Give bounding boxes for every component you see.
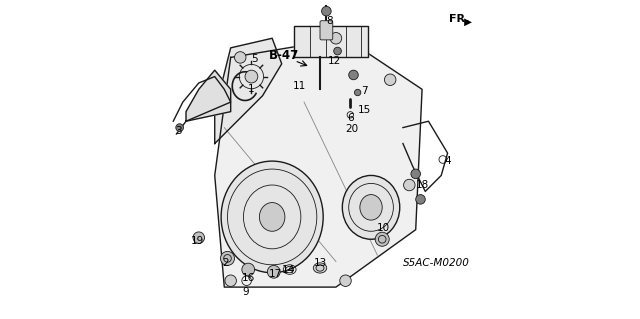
Text: 19: 19 bbox=[191, 236, 204, 246]
Text: 3: 3 bbox=[175, 126, 181, 136]
Text: 13: 13 bbox=[314, 258, 326, 268]
Text: 7: 7 bbox=[362, 86, 368, 96]
Circle shape bbox=[355, 89, 361, 96]
Circle shape bbox=[176, 124, 184, 131]
Circle shape bbox=[411, 169, 420, 179]
Text: 16: 16 bbox=[242, 272, 255, 283]
Circle shape bbox=[404, 179, 415, 191]
Ellipse shape bbox=[259, 203, 285, 231]
Ellipse shape bbox=[314, 263, 326, 273]
Circle shape bbox=[193, 232, 205, 243]
Circle shape bbox=[375, 232, 389, 246]
Circle shape bbox=[330, 33, 342, 44]
Text: 6: 6 bbox=[347, 113, 354, 123]
Text: 12: 12 bbox=[328, 56, 341, 66]
Text: B-47: B-47 bbox=[269, 49, 300, 62]
Circle shape bbox=[321, 6, 331, 16]
Circle shape bbox=[242, 263, 255, 276]
Text: S5AC-M0200: S5AC-M0200 bbox=[403, 258, 470, 268]
Polygon shape bbox=[294, 26, 368, 57]
Ellipse shape bbox=[342, 175, 400, 239]
Polygon shape bbox=[215, 38, 282, 144]
Text: 15: 15 bbox=[358, 105, 371, 115]
Text: 4: 4 bbox=[444, 156, 451, 166]
Text: 9: 9 bbox=[243, 287, 250, 297]
Text: 10: 10 bbox=[377, 223, 390, 233]
Text: 18: 18 bbox=[415, 180, 429, 190]
Ellipse shape bbox=[221, 161, 323, 273]
Text: 11: 11 bbox=[292, 81, 306, 91]
Text: 14: 14 bbox=[282, 264, 295, 275]
Circle shape bbox=[385, 74, 396, 85]
Polygon shape bbox=[215, 38, 422, 287]
Circle shape bbox=[268, 265, 280, 278]
Circle shape bbox=[220, 251, 234, 265]
Text: FR.: FR. bbox=[449, 14, 470, 24]
Text: 17: 17 bbox=[269, 269, 282, 279]
Polygon shape bbox=[186, 70, 230, 121]
FancyBboxPatch shape bbox=[320, 21, 333, 40]
Text: 20: 20 bbox=[346, 124, 358, 134]
Text: 2: 2 bbox=[223, 258, 229, 268]
Text: 1: 1 bbox=[248, 84, 255, 94]
Ellipse shape bbox=[360, 195, 382, 220]
Circle shape bbox=[349, 70, 358, 80]
Circle shape bbox=[234, 52, 246, 63]
Text: 8: 8 bbox=[326, 16, 333, 26]
Circle shape bbox=[340, 275, 351, 286]
Circle shape bbox=[245, 70, 258, 83]
Circle shape bbox=[416, 195, 425, 204]
Text: 5: 5 bbox=[252, 54, 258, 64]
Circle shape bbox=[225, 275, 236, 286]
Circle shape bbox=[333, 47, 341, 55]
